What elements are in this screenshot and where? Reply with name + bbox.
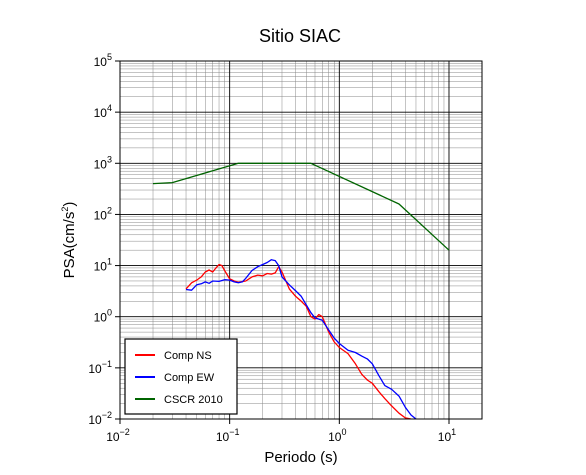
y-tick-base: 10 xyxy=(88,413,102,427)
y-tick-exp: 4 xyxy=(107,103,112,113)
y-tick-label: 104 xyxy=(94,103,112,120)
y-tick-exp: −1 xyxy=(102,359,112,369)
legend-label-2: CSCR 2010 xyxy=(164,394,223,406)
y-tick-base: 10 xyxy=(88,362,102,376)
y-tick-label: 102 xyxy=(94,205,112,222)
x-tick-exp: 1 xyxy=(451,427,456,437)
x-tick-label: 101 xyxy=(438,427,456,444)
y-tick-exp: −2 xyxy=(102,410,112,420)
y-tick-exp: 5 xyxy=(107,52,112,62)
minor-grid xyxy=(120,61,483,419)
plot-frame xyxy=(119,60,483,420)
x-tick-base: 10 xyxy=(216,430,230,444)
x-tick-base: 10 xyxy=(106,430,120,444)
x-tick-exp: −2 xyxy=(120,427,130,437)
series-line-1 xyxy=(185,259,417,419)
chart-title: Sitio SIAC xyxy=(259,26,341,46)
x-ticks: 10−2 10−1 100 101 xyxy=(106,419,456,444)
y-tick-base: 10 xyxy=(94,208,108,222)
y-tick-base: 10 xyxy=(94,311,108,325)
y-tick-base: 10 xyxy=(94,260,108,274)
y-tick-exp: 0 xyxy=(107,308,112,318)
y-axis-label-main: PSA(cm/s xyxy=(61,212,78,279)
y-tick-label: 100 xyxy=(94,308,112,325)
series-line-2 xyxy=(152,162,450,251)
legend: Comp NS Comp EW CSCR 2010 xyxy=(124,338,238,415)
x-axis-label: Periodo (s) xyxy=(264,449,337,466)
y-tick-label: 103 xyxy=(94,154,112,171)
x-tick-label: 10−1 xyxy=(216,427,240,444)
y-tick-label: 105 xyxy=(94,52,112,69)
x-tick-base: 10 xyxy=(328,430,342,444)
y-axis-label-sup: 2 xyxy=(60,207,70,212)
y-axis-label: PSA(cm/s2) xyxy=(60,202,78,279)
y-tick-label: 10−2 xyxy=(88,410,112,427)
x-tick-label: 10−2 xyxy=(106,427,130,444)
legend-label-1: Comp EW xyxy=(164,372,215,384)
legend-label-0: Comp NS xyxy=(164,350,212,362)
x-tick-exp: 0 xyxy=(341,427,346,437)
series-lines xyxy=(152,162,450,419)
x-tick-base: 10 xyxy=(438,430,452,444)
y-tick-label: 101 xyxy=(94,257,112,274)
series-line-0 xyxy=(185,263,412,419)
x-tick-exp: −1 xyxy=(229,427,239,437)
y-tick-exp: 3 xyxy=(107,154,112,164)
y-tick-exp: 1 xyxy=(107,257,112,267)
y-tick-exp: 2 xyxy=(107,205,112,215)
y-tick-label: 10−1 xyxy=(88,359,112,376)
x-tick-label: 100 xyxy=(328,427,346,444)
y-axis-label-close: ) xyxy=(61,202,78,207)
y-tick-base: 10 xyxy=(94,106,108,120)
y-tick-base: 10 xyxy=(94,55,108,69)
y-tick-base: 10 xyxy=(94,157,108,171)
